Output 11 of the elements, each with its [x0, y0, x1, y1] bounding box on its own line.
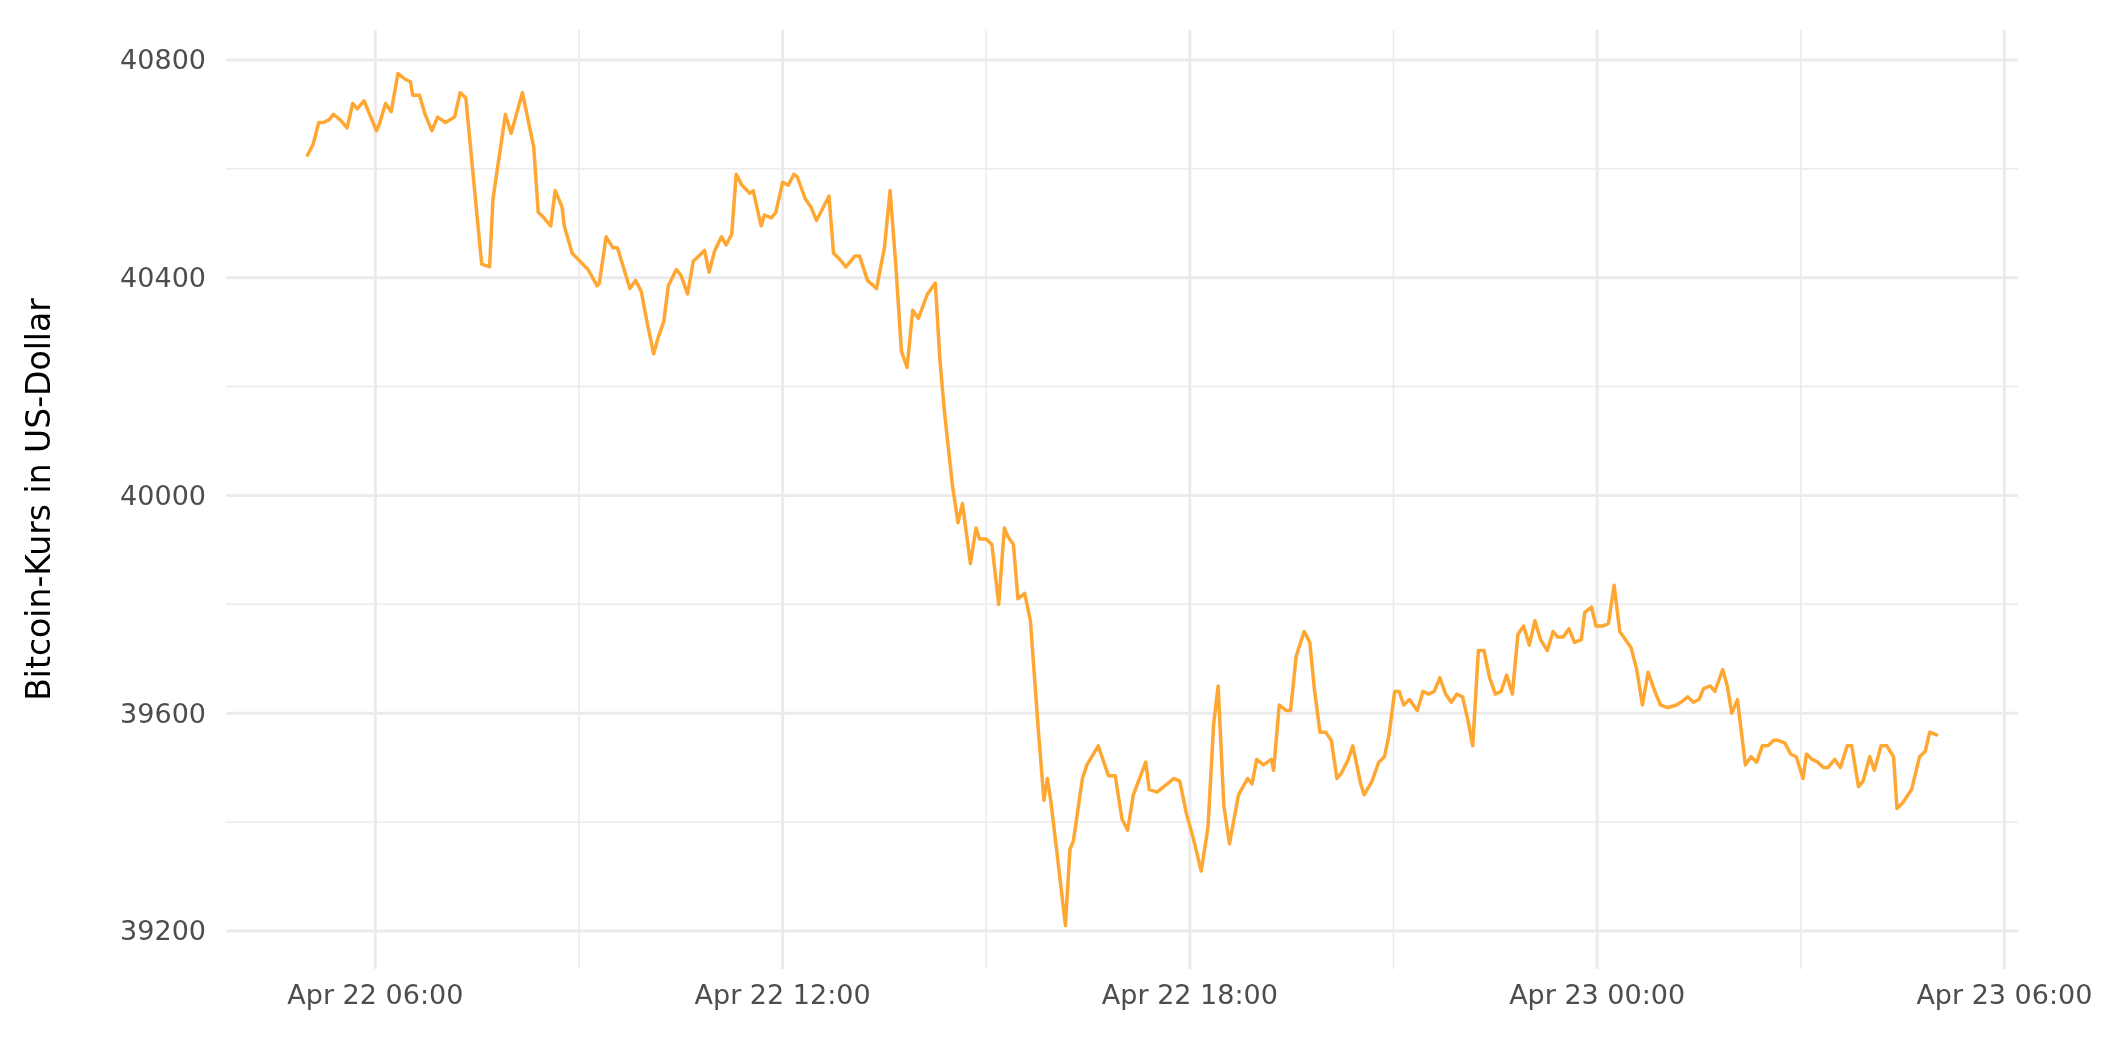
x-tick-label: Apr 22 12:00 — [694, 979, 871, 1010]
y-tick-label: 40400 — [120, 262, 206, 294]
y-tick-label: 39200 — [120, 915, 206, 947]
x-tick-label: Apr 23 00:00 — [1509, 979, 1686, 1010]
y-axis-title: Bitcoin-Kurs in US-Dollar — [19, 297, 58, 701]
x-tick-label: Apr 22 06:00 — [287, 979, 464, 1010]
x-tick-label: Apr 23 06:00 — [1916, 979, 2093, 1010]
y-tick-label: 39600 — [120, 697, 206, 729]
y-tick-label: 40000 — [120, 479, 206, 511]
y-tick-label: 40800 — [120, 44, 206, 76]
x-tick-label: Apr 22 18:00 — [1101, 979, 1278, 1010]
